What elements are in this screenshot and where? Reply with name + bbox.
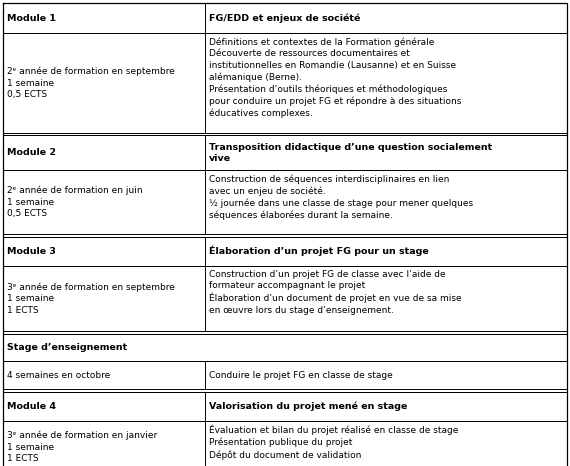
Text: Élaboration d’un projet FG pour un stage: Élaboration d’un projet FG pour un stage [209,246,429,256]
Text: Construction d’un projet FG de classe avec l’aide de
formateur accompagnant le p: Construction d’un projet FG de classe av… [209,269,462,315]
Text: 4 semaines en octobre: 4 semaines en octobre [7,371,110,380]
Text: Module 1: Module 1 [7,14,56,22]
Text: 3ᵉ année de formation en septembre
1 semaine
1 ECTS: 3ᵉ année de formation en septembre 1 sem… [7,282,175,315]
Text: Conduire le projet FG en classe de stage: Conduire le projet FG en classe de stage [209,371,393,380]
Text: Construction de séquences interdisciplinaires en lien
avec un enjeu de société.
: Construction de séquences interdisciplin… [209,174,473,220]
Text: FG/EDD et enjeux de société: FG/EDD et enjeux de société [209,14,360,23]
Text: 2ᵉ année de formation en septembre
1 semaine
0,5 ECTS: 2ᵉ année de formation en septembre 1 sem… [7,67,175,99]
Text: 3ᵉ année de formation en janvier
1 semaine
1 ECTS: 3ᵉ année de formation en janvier 1 semai… [7,431,157,463]
Text: Transposition didactique d’une question socialement
vive: Transposition didactique d’une question … [209,143,492,163]
Text: Stage d’enseignement: Stage d’enseignement [7,343,127,352]
Text: Évaluation et bilan du projet réalisé en classe de stage
Présentation publique d: Évaluation et bilan du projet réalisé en… [209,425,458,459]
Text: Module 4: Module 4 [7,402,56,411]
Text: Module 2: Module 2 [7,148,56,158]
Text: Module 3: Module 3 [7,247,56,255]
Text: 2ᵉ année de formation en juin
1 semaine
0,5 ECTS: 2ᵉ année de formation en juin 1 semaine … [7,186,142,219]
Text: Valorisation du projet mené en stage: Valorisation du projet mené en stage [209,402,408,411]
Text: Définitions et contextes de la Formation générale
Découverte de ressources docum: Définitions et contextes de la Formation… [209,37,461,118]
